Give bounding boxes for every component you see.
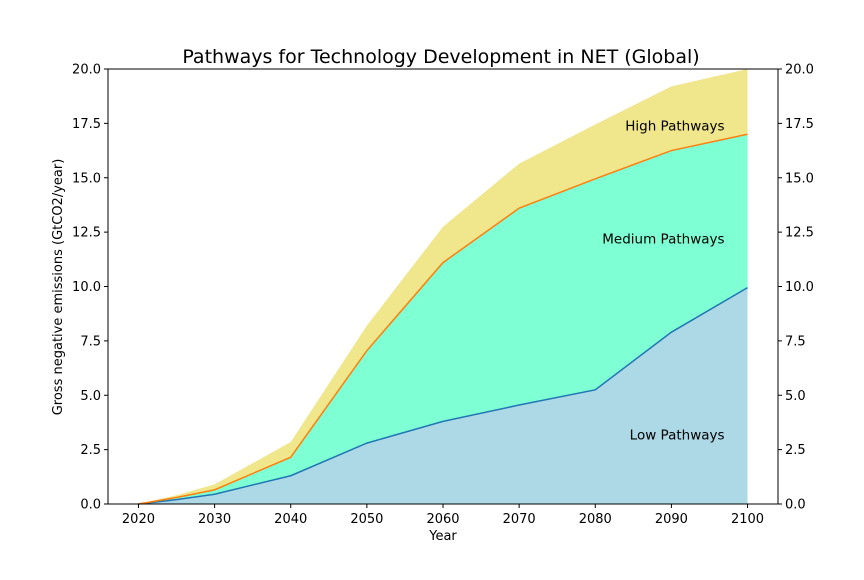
low-pathways-line	[138, 286, 748, 505]
x-tick-label: 2040	[274, 512, 307, 527]
high-pathways-area	[138, 69, 748, 504]
x-axis-title: Year	[428, 529, 457, 544]
y-tick-label-right: 2.5	[785, 443, 806, 458]
line-layer	[138, 133, 748, 505]
chart-title: Pathways for Technology Development in N…	[182, 46, 699, 68]
y-tick-label-left: 7.5	[80, 334, 101, 349]
medium-pathways-area	[138, 134, 748, 504]
y-tick-label-right: 20.0	[785, 63, 814, 78]
y-axis-title: Gross negative emissions (GtCO2/year)	[51, 159, 66, 416]
low-pathways-label: Low Pathways	[630, 427, 725, 443]
medium-pathways-line	[138, 133, 748, 505]
y-axis-right: 0.0 2.5 5.0 7.5 10.0 12.5 15.0 17.5 20.0	[778, 63, 814, 513]
y-tick-label-left: 5.0	[80, 389, 101, 404]
y-tick-label-right: 15.0	[785, 171, 814, 186]
x-tick-label: 2080	[579, 512, 612, 527]
area-layer	[138, 69, 748, 504]
high-pathways-label: High Pathways	[625, 119, 724, 135]
y-tick-label-left: 17.5	[72, 117, 101, 132]
y-tick-label-left: 10.0	[72, 280, 101, 295]
y-tick-label-right: 12.5	[785, 226, 814, 241]
y-tick-label-left: 2.5	[80, 443, 101, 458]
y-tick-label-left: 0.0	[80, 498, 101, 513]
y-tick-label-right: 5.0	[785, 389, 806, 404]
x-tick-label: 2020	[122, 512, 155, 527]
y-tick-label-left: 20.0	[72, 63, 101, 78]
y-tick-label-right: 10.0	[785, 280, 814, 295]
y-tick-label-left: 15.0	[72, 171, 101, 186]
annotation-layer: High Pathways Medium Pathways Low Pathways	[602, 119, 724, 444]
x-tick-label: 2060	[426, 512, 459, 527]
medium-pathways-label: Medium Pathways	[602, 232, 724, 248]
low-pathways-area	[138, 287, 748, 504]
y-axis-left: 0.0 2.5 5.0 7.5 10.0 12.5 15.0 17.5 20.0	[72, 63, 108, 513]
x-tick-label: 2070	[503, 512, 536, 527]
y-tick-label-right: 7.5	[785, 334, 806, 349]
y-tick-label-left: 12.5	[72, 226, 101, 241]
x-tick-label: 2090	[655, 512, 688, 527]
x-tick-label: 2050	[350, 512, 383, 527]
x-tick-label: 2030	[198, 512, 231, 527]
x-tick-label: 2100	[731, 512, 764, 527]
y-tick-label-right: 0.0	[785, 498, 806, 513]
x-axis: 2020 2030 2040 2050 2060 2070 2080 2090 2100	[122, 504, 764, 527]
y-tick-label-right: 17.5	[785, 117, 814, 132]
